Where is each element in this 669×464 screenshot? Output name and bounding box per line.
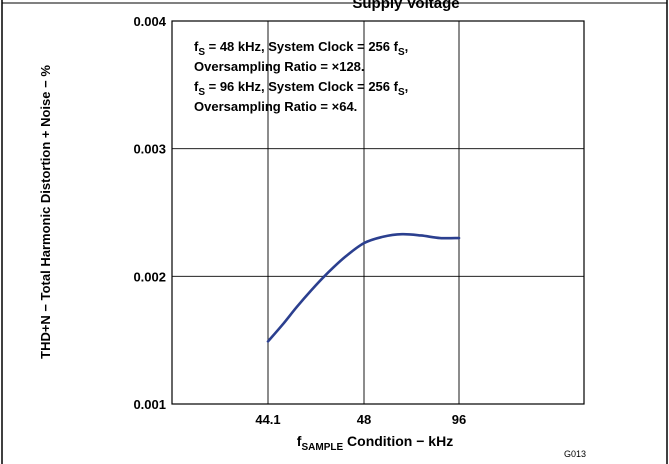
series-layer <box>266 232 461 343</box>
grid-lines <box>172 21 584 404</box>
x-tick-label-2: 96 <box>452 412 466 427</box>
y-tick-label-3: 0.004 <box>133 14 166 29</box>
chart-title-fragment: Supply Voltage <box>352 0 459 12</box>
x-axis-label: fSAMPLE Condition − kHz <box>297 433 453 453</box>
series-line-0 <box>266 232 461 343</box>
y-tick-label-1: 0.002 <box>133 269 166 284</box>
y-tick-label-2: 0.003 <box>133 142 166 157</box>
plot-border <box>171 20 585 405</box>
annotation-block: fS = 48 kHz, System Clock = 256 fS,Overs… <box>194 39 408 114</box>
x-axis-label-subscript: SAMPLE <box>301 442 343 453</box>
annotation-line-0: fS = 48 kHz, System Clock = 256 fS, <box>194 39 408 58</box>
figure-id: G013 <box>564 449 586 459</box>
annotation-line-1: Oversampling Ratio = ×128. <box>194 59 365 74</box>
annotation-line-3: Oversampling Ratio = ×64. <box>194 99 357 114</box>
x-axis-label-symbol: f <box>297 433 302 449</box>
annotation-line-2: fS = 96 kHz, System Clock = 256 fS, <box>194 79 408 98</box>
x-tick-label-1: 48 <box>357 412 371 427</box>
y-tick-label-0: 0.001 <box>133 397 166 412</box>
x-axis-label-text: Condition − kHz <box>343 433 453 449</box>
x-tick-label-0: 44.1 <box>255 412 280 427</box>
x-tick-labels: 44.1 48 96 <box>255 412 466 427</box>
plot-area <box>171 20 585 405</box>
y-axis-label: THD+N − Total Harmonic Distortion + Nois… <box>38 65 53 359</box>
y-tick-labels: 0.001 0.002 0.003 0.004 <box>133 14 166 412</box>
